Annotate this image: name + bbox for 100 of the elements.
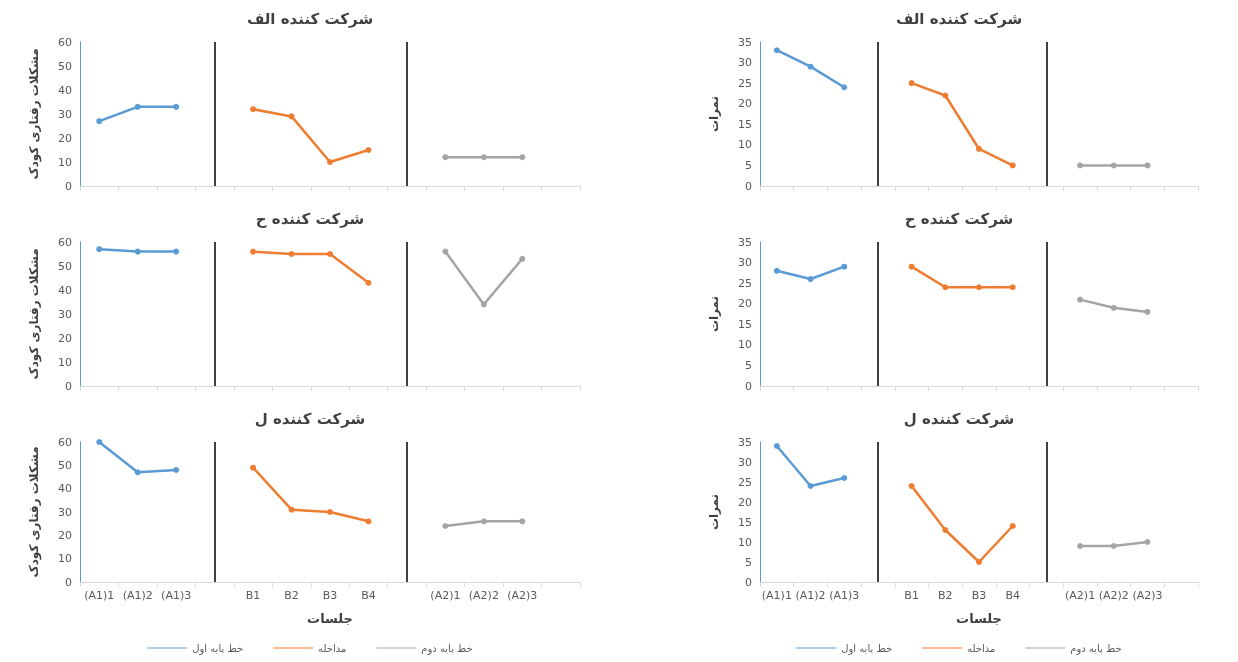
- point: [173, 103, 180, 110]
- y-tick-label: 35: [738, 435, 752, 449]
- point: [841, 475, 848, 481]
- y-tick-label: 40: [58, 482, 72, 496]
- point: [288, 251, 295, 257]
- chart-title: شرکت کننده ح: [904, 209, 1014, 228]
- point: [976, 559, 982, 565]
- x-tick-label: (A2)1: [1065, 589, 1096, 602]
- y-tick-label: 10: [58, 355, 72, 369]
- point: [442, 248, 449, 255]
- y-axis-title: مشکلات رفتاری کودک: [27, 446, 42, 578]
- point: [908, 483, 915, 489]
- y-tick-label: 10: [58, 155, 72, 169]
- x-tick-label: B4: [361, 589, 376, 602]
- y-tick-label: 30: [58, 505, 72, 519]
- y-tick-label: 20: [58, 331, 72, 345]
- y-axis-title: نمرات: [707, 95, 721, 133]
- y-tick-label: 0: [65, 575, 72, 589]
- y-tick-label: 20: [738, 495, 752, 509]
- point: [1110, 162, 1117, 169]
- legend-label: مداخله: [967, 642, 996, 654]
- y-tick-label: 30: [738, 56, 752, 70]
- point: [773, 47, 780, 54]
- point: [96, 439, 103, 445]
- x-tick-label: (A1)3: [161, 589, 192, 602]
- point: [942, 284, 949, 291]
- y-tick-label: 20: [58, 528, 72, 542]
- chart-title: شرکت کننده الف: [246, 9, 374, 28]
- point: [773, 267, 780, 274]
- point: [250, 248, 257, 255]
- point: [1077, 543, 1084, 549]
- point: [173, 248, 180, 255]
- point: [976, 284, 982, 291]
- point: [519, 518, 526, 525]
- x-tick-label: B2: [938, 589, 953, 602]
- point: [173, 467, 180, 473]
- point: [908, 80, 915, 87]
- point: [1009, 162, 1016, 169]
- point: [134, 469, 141, 476]
- point: [365, 147, 372, 153]
- x-tick-label: (A2)3: [1132, 589, 1163, 602]
- legend-label: خط پایه اول: [192, 642, 244, 655]
- chart-title: شرکت کننده ح: [255, 209, 365, 228]
- y-tick-label: 5: [745, 158, 752, 172]
- legend-label: مداخله: [318, 642, 347, 654]
- point: [1077, 296, 1084, 303]
- point: [1009, 284, 1016, 291]
- point: [1144, 162, 1151, 169]
- chart-title: شرکت کننده الف: [895, 9, 1023, 28]
- point: [1144, 308, 1151, 315]
- y-tick-label: 10: [738, 338, 752, 352]
- y-axis-title: مشکلات رفتاری کودک: [27, 48, 42, 180]
- y-tick-label: 50: [58, 59, 72, 73]
- y-tick-label: 30: [58, 107, 72, 121]
- y-tick-label: 50: [58, 259, 72, 273]
- point: [1110, 304, 1117, 311]
- point: [442, 523, 449, 529]
- y-tick-label: 25: [738, 475, 752, 489]
- y-tick-label: 60: [58, 235, 72, 249]
- x-tick-label: B1: [245, 589, 261, 602]
- y-tick-label: 35: [738, 35, 752, 49]
- point: [480, 518, 487, 525]
- x-axis-title: جلسات: [956, 611, 1002, 626]
- y-tick-label: 50: [58, 458, 72, 472]
- point: [96, 118, 103, 125]
- point: [1144, 539, 1151, 545]
- point: [841, 263, 848, 270]
- point: [807, 483, 814, 489]
- y-axis-title: نمرات: [707, 295, 721, 333]
- point: [908, 263, 915, 270]
- point: [327, 159, 333, 165]
- y-axis-title: مشکلات رفتاری کودک: [27, 248, 42, 380]
- point: [519, 255, 526, 262]
- x-tick-label: (A1)1: [761, 589, 792, 602]
- legend-label: خط پایه دوم: [421, 642, 473, 655]
- legend-label: خط پایه دوم: [1070, 642, 1122, 655]
- point: [480, 154, 487, 161]
- y-tick-label: 10: [738, 535, 752, 549]
- x-tick-label: (A2)2: [1098, 589, 1129, 602]
- x-tick-label: B3: [322, 589, 338, 602]
- point: [288, 113, 295, 120]
- chart-title: شرکت کننده ل: [254, 409, 366, 428]
- x-tick-label: (A2)2: [468, 589, 499, 602]
- y-tick-label: 0: [745, 179, 752, 193]
- point: [841, 84, 848, 91]
- y-tick-label: 10: [738, 138, 752, 152]
- y-tick-label: 5: [745, 358, 752, 372]
- point: [807, 276, 814, 283]
- point: [250, 106, 257, 113]
- y-tick-label: 15: [738, 117, 752, 131]
- y-tick-label: 40: [58, 283, 72, 297]
- x-tick-label: (A1)2: [795, 589, 826, 602]
- x-tick-label: B3: [971, 589, 987, 602]
- y-tick-label: 15: [738, 515, 752, 529]
- point: [773, 443, 780, 449]
- x-axis-title: جلسات: [307, 611, 353, 626]
- y-tick-label: 20: [738, 297, 752, 311]
- y-tick-label: 30: [738, 455, 752, 469]
- x-tick-label: B1: [904, 589, 919, 602]
- chart-title: شرکت کننده ل: [903, 409, 1015, 428]
